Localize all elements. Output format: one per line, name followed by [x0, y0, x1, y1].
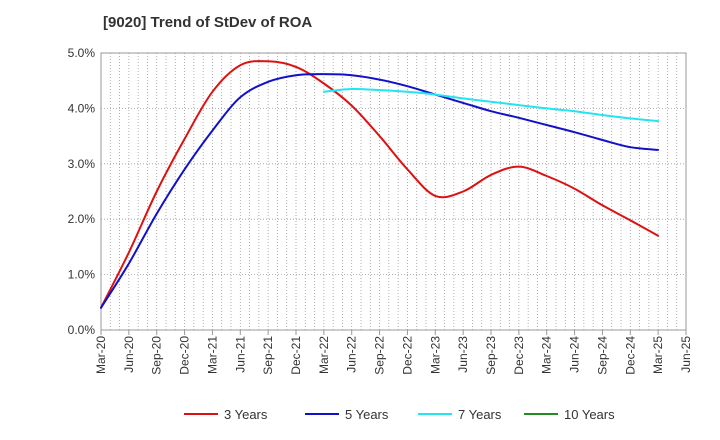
- y-tick-label: 2.0%: [68, 212, 96, 226]
- x-tick-label: Mar-20: [94, 336, 108, 374]
- x-tick-label: Mar-22: [317, 336, 331, 374]
- axes: 0.0% 1.0% 2.0% 3.0% 4.0% 5.0% Mar-20 Jun-20 Sep-…: [68, 46, 693, 375]
- plot-frame: [100, 52, 687, 331]
- x-tick-label: Mar-25: [651, 336, 665, 374]
- legend: 3 Years 5 Years 7 Years 10 Years: [184, 407, 615, 422]
- x-tick-label: Sep-21: [261, 336, 275, 375]
- x-tick-label: Jun-21: [233, 336, 247, 373]
- chart-title: [9020] Trend of StDev of ROA: [103, 14, 313, 31]
- legend-label-10-years: 10 Years: [564, 407, 615, 422]
- legend-label-7-years: 7 Years: [458, 407, 502, 422]
- y-tick-label: 3.0%: [68, 157, 96, 171]
- y-tick-label: 5.0%: [68, 46, 96, 60]
- grid: [101, 52, 686, 330]
- y-tick-label: 1.0%: [68, 268, 96, 282]
- x-tick-label: Mar-21: [205, 336, 219, 374]
- x-tick-label: Dec-20: [178, 336, 192, 375]
- legend-label-3-years: 3 Years: [224, 407, 268, 422]
- x-tick-label: Jun-25: [679, 336, 693, 373]
- x-tick-label: Sep-23: [484, 336, 498, 375]
- legend-label-5-years: 5 Years: [345, 407, 389, 422]
- x-tick-label: Sep-20: [150, 336, 164, 375]
- x-tick-label: Dec-22: [400, 336, 414, 375]
- x-tick-label: Mar-24: [540, 336, 554, 374]
- series-lines: [100, 60, 660, 309]
- x-tick-label: Jun-20: [122, 336, 136, 373]
- x-tick-label: Jun-24: [568, 336, 582, 373]
- x-tick-label: Jun-23: [456, 336, 470, 373]
- series-line-7-years: [322, 87, 660, 123]
- y-tick-label: 4.0%: [68, 101, 96, 115]
- x-tick-label: Sep-24: [595, 336, 609, 375]
- series-line-3-years: [100, 60, 660, 309]
- x-tick-label: Jun-22: [345, 336, 359, 373]
- y-tick-label: 0.0%: [68, 323, 96, 337]
- x-tick-label: Dec-23: [512, 336, 526, 375]
- x-tick-label: Dec-21: [289, 336, 303, 375]
- x-tick-label: Dec-24: [623, 336, 637, 375]
- x-tick-label: Sep-22: [373, 336, 387, 375]
- series-line-5-years: [100, 73, 660, 309]
- x-tick-label: Mar-23: [428, 336, 442, 374]
